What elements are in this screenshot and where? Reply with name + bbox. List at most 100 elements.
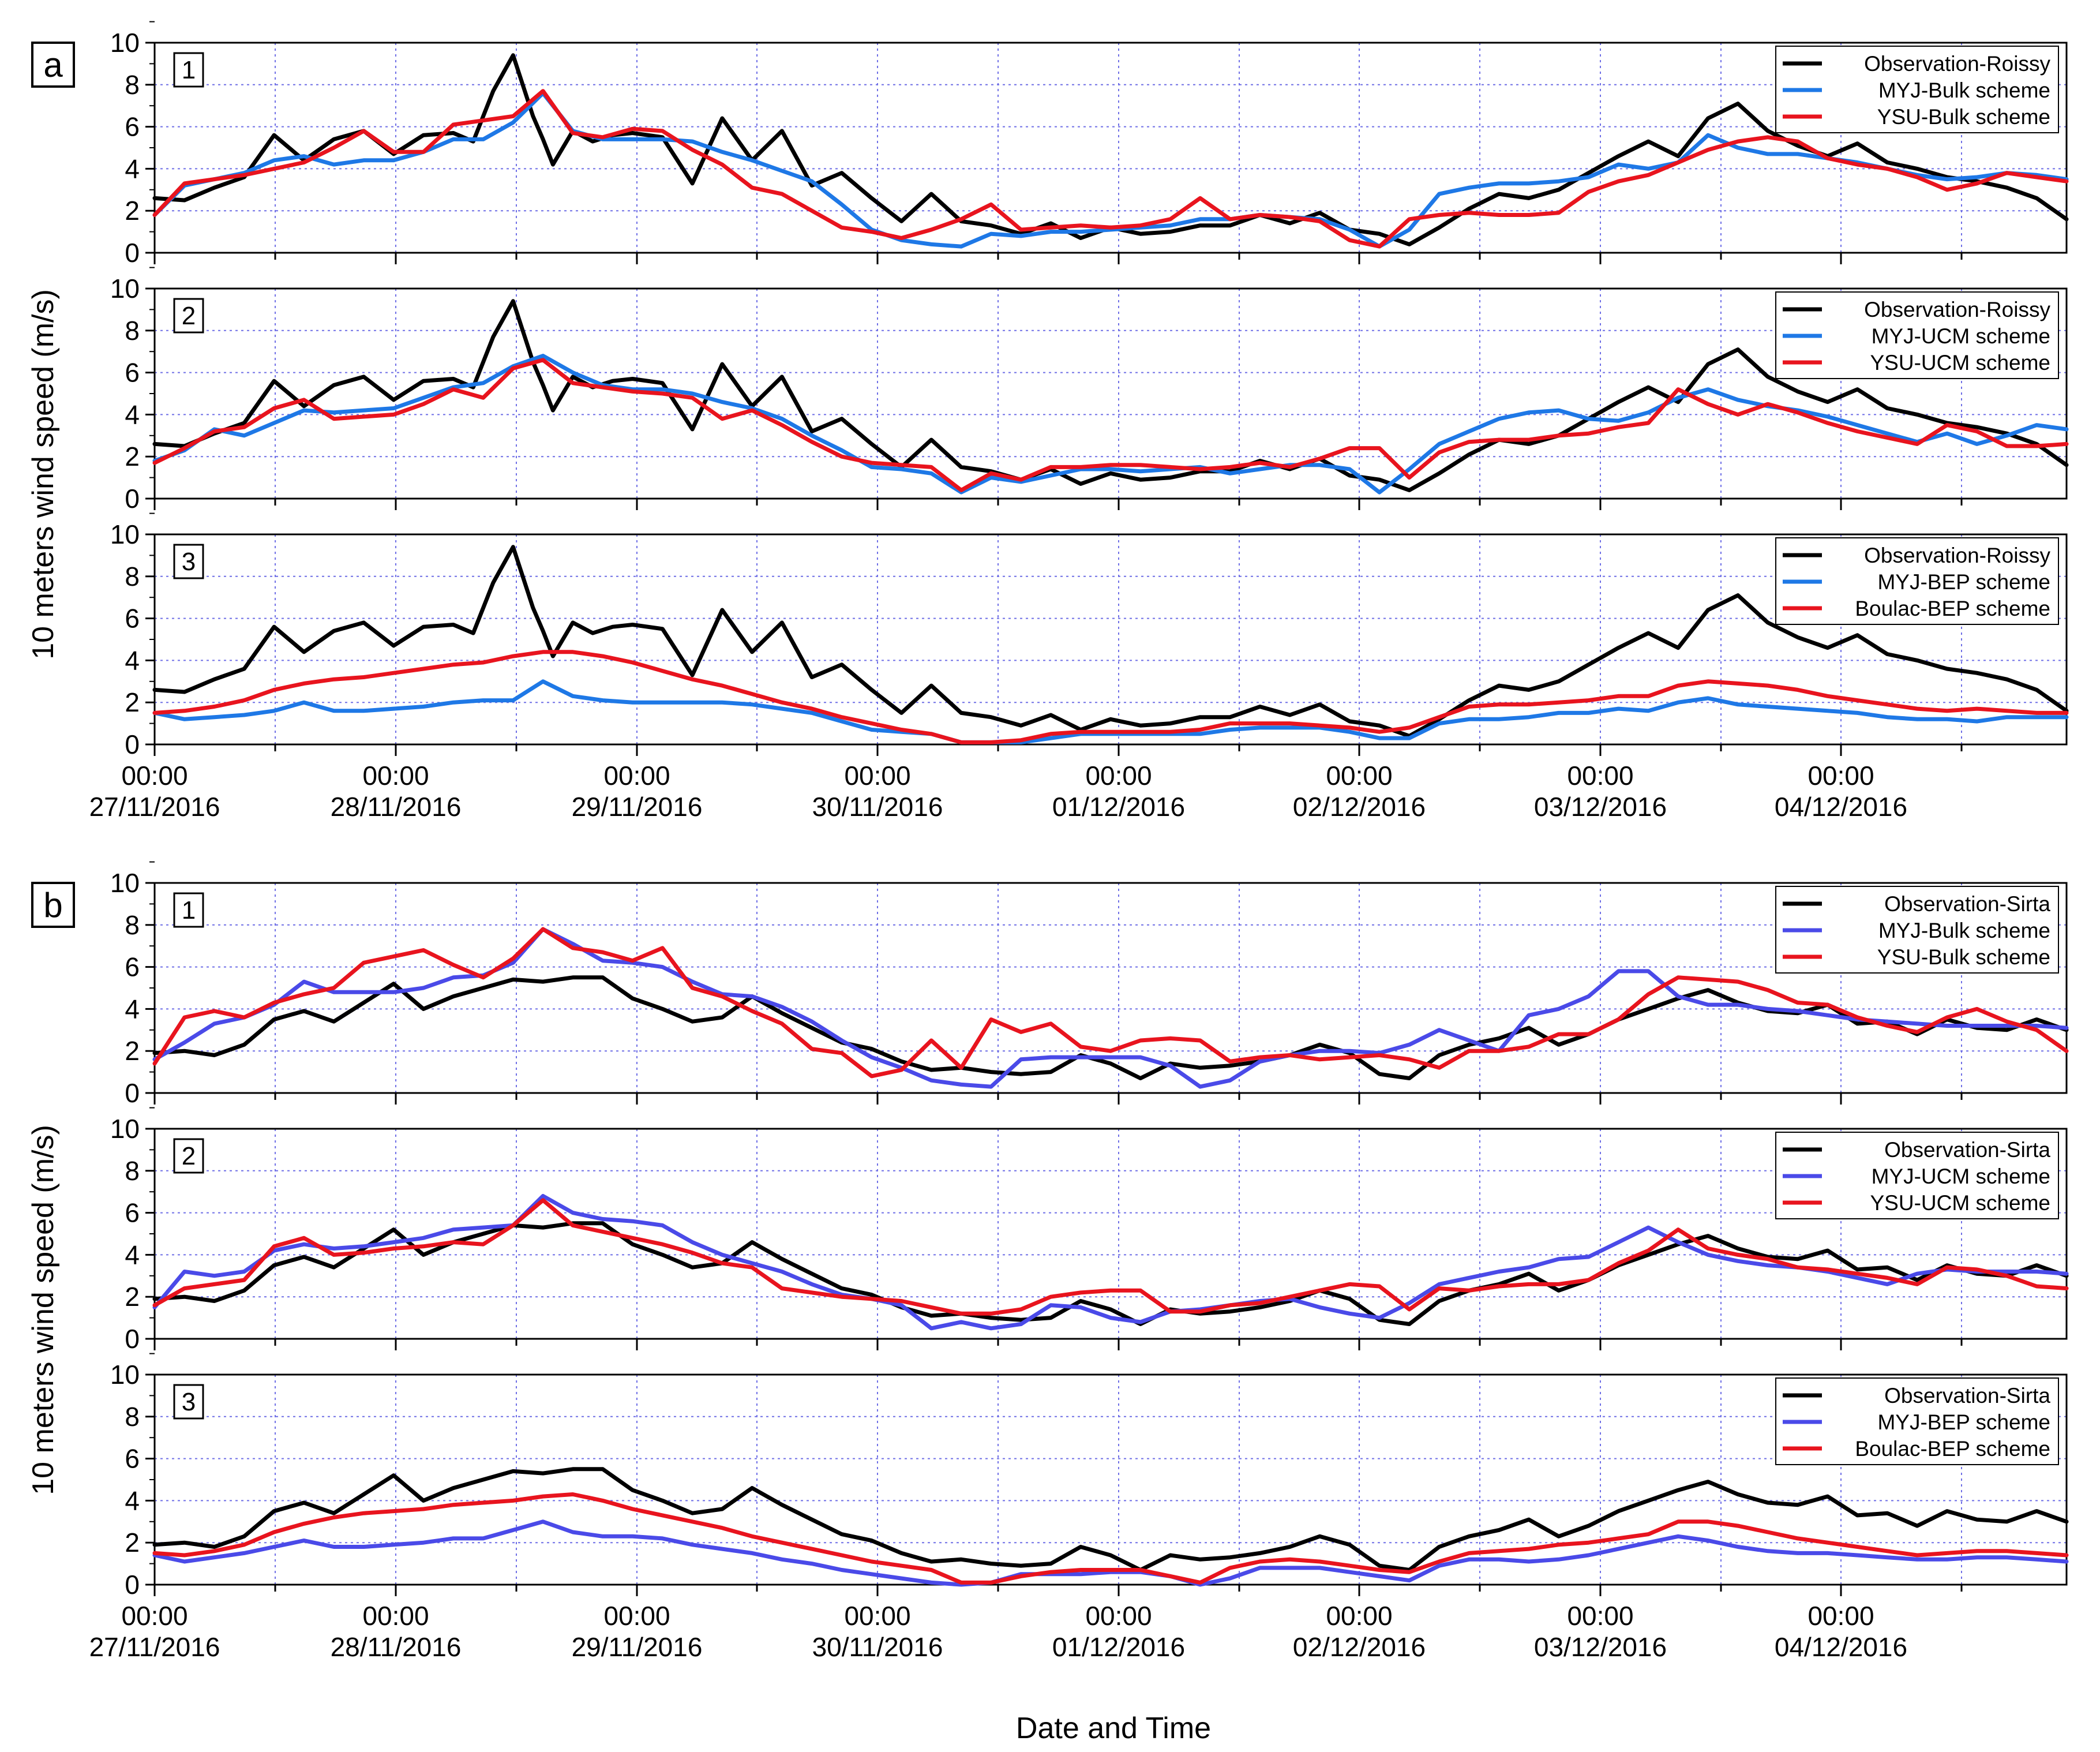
legend-label: YSU-UCM scheme xyxy=(1870,1191,2051,1215)
x-tick-label-time: 00:00 xyxy=(121,761,187,791)
legend-label: Boulac-BEP scheme xyxy=(1855,597,2050,620)
x-tick-label-date: 04/12/2016 xyxy=(1775,792,1907,822)
y-tick-label: 8 xyxy=(125,561,140,592)
y-tick-label: 8 xyxy=(125,1156,140,1186)
x-tick-label-date: 02/12/2016 xyxy=(1293,792,1426,822)
panel-number-box: 2 xyxy=(173,298,204,334)
x-tick-label-time: 00:00 xyxy=(603,761,670,791)
series-line-observation-sirta xyxy=(152,1467,2069,1572)
x-tick-label-time: 00:00 xyxy=(844,761,910,791)
panel-number-box: 3 xyxy=(173,544,204,579)
legend: Observation-Sirta MYJ-UCM scheme YSU-UCM s… xyxy=(1775,1132,2059,1219)
x-tick-label-date: 29/11/2016 xyxy=(572,1632,703,1662)
series-line-myj-bep-scheme xyxy=(152,679,2069,744)
legend-label: MYJ-BEP scheme xyxy=(1877,1410,2050,1434)
series-line-myj-bulk-scheme xyxy=(152,927,2069,1089)
y-tick-label: 4 xyxy=(125,1485,140,1515)
legend-label: Observation-Sirta xyxy=(1884,892,2050,916)
legend-label: MYJ-BEP scheme xyxy=(1877,570,2050,594)
legend: Observation-Sirta MYJ-BEP scheme Boulac-BE… xyxy=(1775,1377,2059,1465)
x-tick-label-date: 04/12/2016 xyxy=(1775,1632,1907,1662)
legend-frame xyxy=(1775,1377,2059,1465)
y-tick-label: 4 xyxy=(125,154,140,184)
x-tick-label-date: 28/11/2016 xyxy=(331,1632,462,1662)
y-tick-label: 6 xyxy=(125,1198,140,1228)
panel-number-frame xyxy=(173,892,204,928)
series-line-observation-sirta xyxy=(152,1221,2069,1326)
x-tick-label-time: 00:00 xyxy=(1567,761,1633,791)
group-label-a: a xyxy=(31,42,75,88)
y-tick-label: 4 xyxy=(125,645,140,675)
panel-number-box: 1 xyxy=(173,52,204,88)
chart-panel-b2: 0 2 4 6 8 10 2 Observation-Sirta MYJ-UCM scheme Y… xyxy=(110,1107,2069,1354)
y-tick-label: 6 xyxy=(125,952,140,982)
x-tick-label-date: 02/12/2016 xyxy=(1293,1632,1426,1662)
panel-number-frame xyxy=(173,298,204,334)
x-tick-label-time: 00:00 xyxy=(603,1601,670,1631)
y-tick-label: 0 xyxy=(125,484,140,514)
legend-frame xyxy=(1775,291,2059,379)
series-line-observation-roissy xyxy=(152,545,2069,738)
y-axis-title-a: 10 meters wind speed (m/s) xyxy=(27,289,60,660)
y-tick-label: 10 xyxy=(110,868,140,898)
legend-label: MYJ-UCM scheme xyxy=(1872,324,2050,348)
legend-label: Observation-Roissy xyxy=(1864,298,2050,321)
y-tick-label: 6 xyxy=(125,358,140,388)
legend-label: YSU-Bulk scheme xyxy=(1877,945,2050,969)
panel-number-box: 3 xyxy=(173,1384,204,1420)
group-letter-b: b xyxy=(43,886,62,924)
x-tick-label-date: 27/11/2016 xyxy=(89,1632,220,1662)
y-axis-title-b: 10 meters wind speed (m/s) xyxy=(27,1125,60,1495)
legend: Observation-Roissy MYJ-UCM scheme YSU-UCM … xyxy=(1775,291,2059,379)
y-tick-label: 2 xyxy=(125,1528,140,1558)
x-tick-label-date: 30/11/2016 xyxy=(812,1632,943,1662)
panel-number-frame xyxy=(173,52,204,88)
x-tick-label-date: 28/11/2016 xyxy=(331,792,462,822)
y-tick-label: 10 xyxy=(110,1360,140,1390)
legend: Observation-Roissy MYJ-BEP scheme Boulac-B… xyxy=(1775,537,2059,625)
panel-number: 1 xyxy=(182,896,196,924)
series-line-ysu-ucm-scheme xyxy=(152,358,2069,492)
legend-label: MYJ-Bulk scheme xyxy=(1878,78,2050,102)
series-line-observation-sirta xyxy=(152,975,2069,1080)
panel-number: 2 xyxy=(182,1142,196,1170)
y-tick-label: 6 xyxy=(125,1444,140,1474)
group-label-b: b xyxy=(31,882,75,928)
x-tick-label-time: 00:00 xyxy=(1085,761,1152,791)
x-tick-label-time: 00:00 xyxy=(121,1601,187,1631)
panel-number-frame xyxy=(173,1138,204,1174)
x-tick-label-date: 01/12/2016 xyxy=(1052,792,1185,822)
x-tick-label-time: 00:00 xyxy=(1326,1601,1392,1631)
y-tick-label: 8 xyxy=(125,1402,140,1432)
legend-label: Boulac-BEP scheme xyxy=(1855,1437,2050,1461)
panel-number: 3 xyxy=(182,548,196,576)
y-tick-label: 8 xyxy=(125,910,140,940)
x-tick-label-date: 27/11/2016 xyxy=(89,792,220,822)
x-tick-label-time: 00:00 xyxy=(362,1601,429,1631)
legend-frame xyxy=(1775,46,2059,133)
y-tick-label: 6 xyxy=(125,604,140,634)
y-tick-label: 10 xyxy=(110,28,140,58)
y-tick-label: 2 xyxy=(125,441,140,471)
legend-frame xyxy=(1775,537,2059,625)
legend-label: YSU-Bulk scheme xyxy=(1877,105,2050,129)
y-tick-label: 4 xyxy=(125,994,140,1024)
x-tick-label-date: 03/12/2016 xyxy=(1534,792,1667,822)
y-tick-label: 2 xyxy=(125,196,140,226)
y-tick-label: 0 xyxy=(125,1078,140,1108)
x-tick-label-time: 00:00 xyxy=(1567,1601,1633,1631)
chart-panel-b3: 0 2 4 6 8 10 3 Observation-Sirta MYJ-BEP scheme B… xyxy=(89,1353,2069,1662)
panel-number-box: 2 xyxy=(173,1138,204,1174)
panel-number: 3 xyxy=(182,1388,196,1416)
x-tick-label-time: 00:00 xyxy=(1326,761,1392,791)
y-tick-label: 2 xyxy=(125,1282,140,1312)
y-tick-label: 4 xyxy=(125,1240,140,1270)
legend-frame xyxy=(1775,886,2059,974)
x-tick-label-time: 00:00 xyxy=(362,761,429,791)
x-axis-title: Date and Time xyxy=(1016,1712,1211,1745)
x-tick-label-date: 03/12/2016 xyxy=(1534,1632,1667,1662)
y-tick-label: 8 xyxy=(125,316,140,346)
series-line-ysu-bulk-scheme xyxy=(152,89,2069,249)
